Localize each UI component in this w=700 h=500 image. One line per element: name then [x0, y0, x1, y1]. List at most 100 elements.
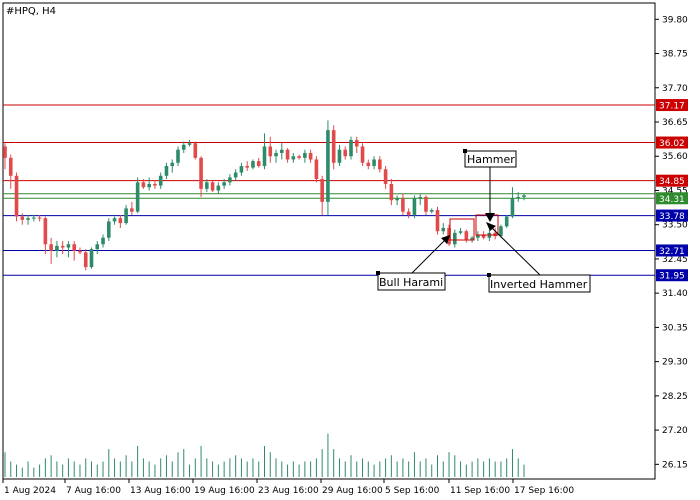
candle	[228, 174, 232, 186]
candle-body	[418, 196, 422, 199]
inverted-hammer-arrow-head	[486, 222, 496, 231]
candle-body	[268, 146, 273, 157]
candle	[268, 136, 273, 163]
candle	[291, 152, 296, 163]
candle	[32, 214, 36, 222]
candle	[280, 143, 284, 160]
candle-body	[72, 244, 76, 251]
candle	[89, 247, 94, 269]
candle	[130, 201, 134, 215]
level-tag-label: 37.17	[659, 102, 685, 112]
candle	[251, 159, 255, 170]
candle	[366, 159, 371, 170]
candle	[429, 208, 434, 214]
level-tag-label: 34.31	[659, 195, 685, 205]
candle	[60, 241, 65, 255]
inverted-hammer-annotation: Inverted Hammer	[486, 222, 591, 293]
candle-body	[60, 245, 65, 248]
candle	[95, 241, 100, 255]
candle	[320, 175, 324, 215]
candle	[55, 241, 59, 258]
candle	[124, 205, 128, 225]
candle	[147, 177, 151, 191]
level-tag-label: 33.78	[659, 212, 685, 222]
candle-body	[429, 210, 434, 212]
candle-body	[26, 218, 30, 220]
level-tag-bg	[656, 209, 688, 222]
bull-harami-arrow-head	[441, 235, 450, 244]
candle-body	[291, 156, 296, 160]
candle-body	[20, 216, 25, 220]
candle-body	[308, 152, 313, 160]
candle	[360, 143, 365, 167]
level-tag-label: 34.85	[659, 177, 685, 187]
x-tick-label: 23 Aug 16:00	[258, 486, 319, 496]
bull-harami-arrow-line	[411, 237, 448, 274]
candle	[187, 139, 192, 147]
y-tick-label: 26.15	[662, 460, 688, 470]
candle-body	[124, 208, 128, 224]
candle	[66, 241, 71, 258]
candle	[256, 157, 261, 168]
candle-body	[354, 139, 359, 147]
candle-body	[476, 234, 480, 238]
candle	[476, 231, 480, 241]
candle-body	[233, 172, 238, 178]
candle	[297, 154, 301, 160]
y-tick-label: 39.80	[662, 15, 688, 25]
candle	[464, 229, 469, 243]
y-tick-label: 27.20	[662, 426, 688, 436]
candle-body	[349, 139, 353, 157]
candle-body	[222, 182, 226, 186]
candle	[389, 179, 394, 206]
x-tick-label: 13 Aug 16:00	[130, 486, 191, 496]
x-tick-label: 29 Aug 16:00	[322, 486, 383, 496]
candle-body	[516, 196, 521, 199]
inverted-hammer-label: Inverted Hammer	[490, 278, 588, 291]
candle	[343, 146, 348, 160]
level-tag-bg	[656, 99, 688, 112]
level-tag-bg	[656, 244, 688, 257]
candle	[222, 179, 226, 189]
inverted-hammer-arrow-line	[489, 225, 541, 276]
y-tick-label: 34.55	[662, 186, 688, 196]
y-tick-label: 28.25	[662, 392, 688, 402]
level-tag-bg	[656, 192, 688, 205]
candle-body	[187, 143, 192, 145]
candle-body	[389, 183, 394, 201]
candle-body	[147, 183, 151, 188]
candle	[395, 195, 399, 206]
level-tag-label: 36.02	[659, 139, 685, 149]
candle	[112, 216, 117, 225]
candle	[285, 148, 290, 163]
candle-body	[504, 216, 509, 227]
candle-body	[245, 166, 249, 168]
y-tick-label: 36.65	[662, 118, 688, 128]
candle-body	[210, 182, 215, 191]
x-tick-label: 1 Aug 2024	[4, 486, 56, 496]
candle-body	[510, 198, 515, 217]
candle-body	[164, 166, 169, 176]
candle	[107, 218, 111, 241]
candle	[435, 206, 440, 235]
candle-body	[199, 157, 203, 189]
candle	[354, 136, 359, 153]
candle-body	[66, 244, 71, 248]
candle-body	[107, 221, 111, 238]
candle-body	[8, 157, 13, 176]
candle-body	[216, 185, 221, 191]
x-tick-label: 19 Aug 16:00	[194, 486, 255, 496]
candle-body	[297, 156, 301, 158]
candle-body	[314, 159, 319, 180]
hammer-annotation: Hammer	[463, 149, 517, 222]
candle-body	[32, 217, 36, 219]
candle	[49, 237, 53, 264]
candle-body	[360, 146, 365, 163]
candle	[412, 195, 417, 219]
candle-body	[37, 217, 42, 219]
candle-body	[331, 130, 336, 163]
candle	[308, 149, 313, 163]
level-tag-label: 31.95	[659, 272, 685, 282]
candle	[401, 193, 405, 215]
